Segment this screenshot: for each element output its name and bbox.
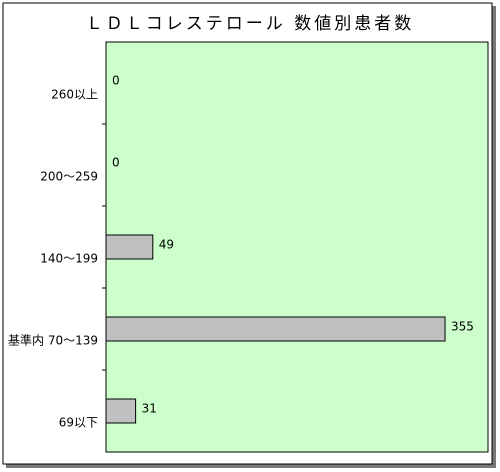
y-tick-label: 260以上 <box>51 88 98 102</box>
chart-title: ＬＤＬコレステロール 数値別患者数 <box>86 14 414 34</box>
value-label: 0 <box>112 156 120 170</box>
y-tick-label: 69以下 <box>59 416 98 430</box>
bar <box>105 398 137 424</box>
y-tick-label: 140～199 <box>40 252 98 266</box>
bar <box>105 316 446 342</box>
value-label: 0 <box>112 74 120 88</box>
y-tick-label: 基準内 70～139 <box>8 333 98 348</box>
bar <box>105 234 154 260</box>
value-label: 49 <box>159 238 174 252</box>
y-tick-label: 200～259 <box>40 170 98 184</box>
value-label: 355 <box>451 320 474 334</box>
plot-area <box>105 41 489 453</box>
value-label: 31 <box>142 402 157 416</box>
